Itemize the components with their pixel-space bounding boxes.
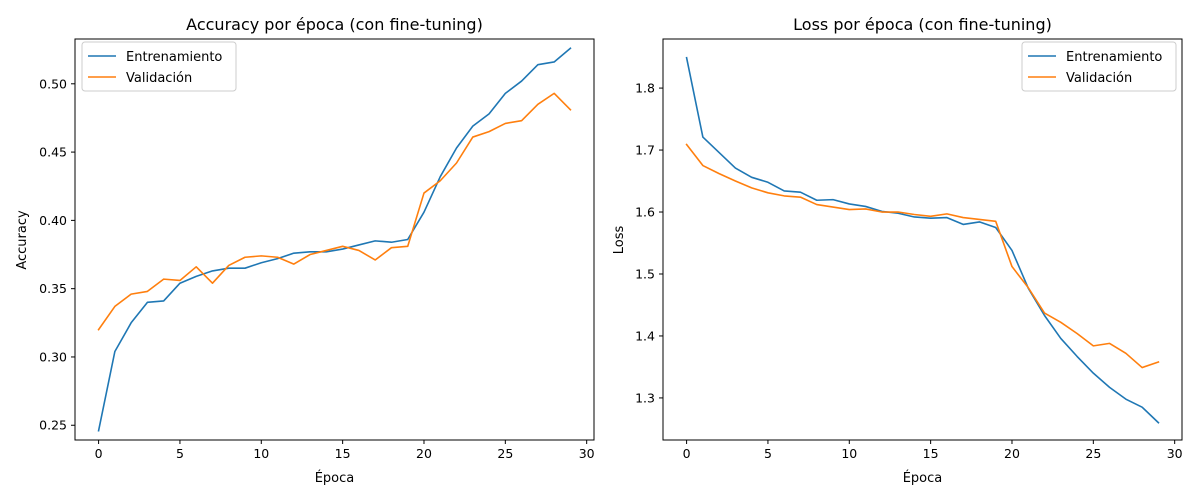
x-tick-label: 15 (335, 446, 351, 461)
legend-label-train: Entrenamiento (1066, 50, 1162, 65)
series-line-train (685, 56, 1160, 424)
legend-label-val: Validación (1066, 71, 1132, 86)
y-tick-label: 1.6 (635, 205, 655, 220)
y-tick-label: 1.8 (635, 81, 655, 96)
y-tick-label: 1.7 (635, 143, 655, 158)
legend: Entrenamiento Validación (81, 41, 237, 92)
chart-title: Loss por época (con fine-tuning) (793, 15, 1052, 34)
plot-frame (662, 38, 1183, 441)
x-tick-label: 25 (497, 446, 513, 461)
legend-label-val: Validación (126, 71, 192, 86)
series-layer (685, 56, 1160, 424)
y-tick-label: 0.45 (39, 145, 67, 160)
legend-box (1021, 41, 1177, 92)
tick-layer: 0 5 10 15 20 25 30 1.3 1.4 1.5 1.6 1.7 1.8 (635, 81, 1183, 461)
x-tick-label: 10 (253, 446, 269, 461)
y-tick-label: 0.40 (39, 213, 67, 228)
y-tick-label: 1.3 (635, 390, 655, 405)
series-line-train (97, 47, 572, 432)
x-tick-label: 20 (416, 446, 432, 461)
y-axis-label: Loss (612, 226, 627, 255)
x-tick-label: 20 (1004, 446, 1020, 461)
plot-frame (74, 38, 595, 441)
x-tick-label: 30 (1167, 446, 1183, 461)
x-tick-label: 30 (579, 446, 595, 461)
x-axis-label: Época (903, 470, 943, 486)
series-line-val (97, 92, 572, 331)
y-tick-label: 1.4 (635, 328, 655, 343)
loss-chart: Loss por época (con fine-tuning) Época L… (612, 15, 1183, 486)
x-tick-label: 15 (923, 446, 939, 461)
series-line-val (685, 143, 1160, 369)
accuracy-chart: Accuracy por época (con fine-tuning) Épo… (15, 15, 595, 486)
legend-label-train: Entrenamiento (126, 50, 222, 65)
y-tick-label: 0.30 (39, 349, 67, 364)
legend-box (81, 41, 237, 92)
y-axis-label: Accuracy (15, 210, 30, 270)
tick-layer: 0 5 10 15 20 25 30 0.25 0.30 0.35 0.40 0.45 0.50 (39, 76, 595, 461)
x-tick-label: 5 (176, 446, 184, 461)
y-tick-label: 0.25 (39, 418, 67, 433)
series-layer (97, 47, 572, 432)
x-tick-label: 5 (764, 446, 772, 461)
x-axis-label: Época (315, 470, 355, 486)
x-tick-label: 25 (1085, 446, 1101, 461)
x-tick-label: 0 (95, 446, 103, 461)
x-tick-label: 0 (683, 446, 691, 461)
y-tick-label: 0.35 (39, 281, 67, 296)
y-tick-label: 1.5 (635, 266, 655, 281)
x-tick-label: 10 (841, 446, 857, 461)
chart-title: Accuracy por época (con fine-tuning) (186, 15, 483, 34)
y-tick-label: 0.50 (39, 76, 67, 91)
legend: Entrenamiento Validación (1021, 41, 1177, 92)
